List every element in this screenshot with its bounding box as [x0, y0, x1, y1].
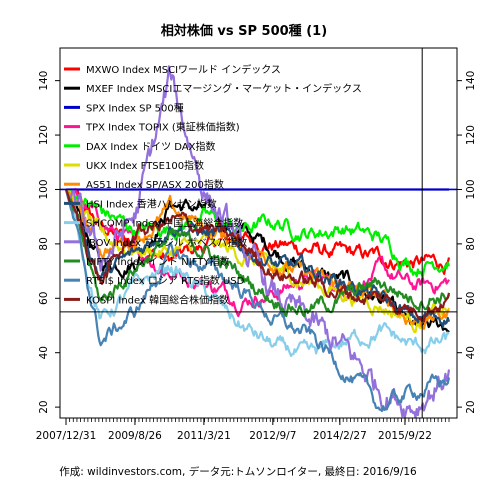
plot-border [59, 47, 458, 419]
y-tick-label-left-140: 140 [38, 71, 50, 91]
chart-title: 相対株価 vs SP 500種 (1) [161, 23, 327, 39]
y-tick-label-right-60: 60 [465, 292, 477, 305]
legend-label-shcomp: SHCOMP Index 中国上海総合指数 [86, 217, 243, 230]
legend-label-mxef: MXEF Index MSCIエマージング・マーケット・インデックス [86, 82, 362, 95]
y-tick-label-left-100: 100 [38, 179, 50, 199]
y-tick-label-left-120: 120 [38, 125, 50, 145]
legend-label-ibov: IBOV Index ブラジル ボベスパ指数 [86, 236, 247, 249]
legend-label-mxwo: MXWO Index MSCIワールド インデックス [86, 63, 281, 76]
x-tick-label: 2007/12/31 [36, 430, 97, 442]
x-tick-label: 2009/8/26 [108, 430, 162, 442]
legend-label-spx: SPX Index SP 500種 [86, 101, 184, 114]
series-line-kospi [64, 189, 451, 323]
y-tick-label-right-80: 80 [465, 237, 477, 250]
series-line-dax [65, 188, 451, 278]
y-tick-label-right-120: 120 [465, 125, 477, 145]
series-lines [64, 65, 451, 419]
legend-label-hsi: HSI Index 香港ハンセン指数 [86, 197, 217, 210]
y-tick-label-left-20: 20 [38, 400, 50, 413]
y-tick-label-right-100: 100 [465, 179, 477, 199]
x-axis: 2007/12/31 2009/8/26 2011/3/21 2012/9/7 2014… [36, 418, 450, 442]
series-line-rtsi [64, 189, 451, 413]
legend-label-as51: AS51 Index SP/ASX 200指数 [86, 178, 224, 191]
x-tick-label: 2012/9/7 [249, 430, 296, 442]
x-tick-label: 2011/3/21 [177, 430, 231, 442]
legend-label-tpx: TPX Index TOPIX (東証株価指数) [85, 121, 240, 134]
chart-caption: 作成: wildinvestors.com, データ元:トムソンロイター, 最終… [59, 465, 417, 478]
series-line-nifty [64, 189, 451, 318]
legend-label-dax: DAX Index ドイツ DAX指数 [86, 140, 216, 153]
x-tick-label: 2014/2/27 [313, 430, 367, 442]
x-tick-label: 2015/9/22 [378, 430, 432, 442]
y-tick-label-left-60: 60 [38, 292, 50, 305]
y-axis-left: 20 40 60 80 100 120 140 [38, 71, 60, 414]
reference-lines [60, 48, 457, 418]
series-line-mxwo [65, 188, 451, 275]
legend-label-ukx: UKX Index FTSE100指数 [86, 159, 204, 172]
series-line-tpx [65, 187, 450, 318]
series-line-shcomp [64, 189, 450, 358]
y-tick-label-left-40: 40 [38, 346, 50, 359]
legend-label-kospi: KOSPI Index 韓国総合株価指数 [86, 293, 229, 306]
y-tick-label-right-40: 40 [465, 346, 477, 359]
y-tick-label-left-80: 80 [38, 237, 50, 250]
legend: MXWO Index MSCIワールド インデックス MXEF Index MSC… [64, 63, 362, 306]
y-axis-right: 20 40 60 80 100 120 140 [457, 71, 477, 414]
legend-label-rtsi: RTSI$ Index ロシア RTS指数 USD [86, 274, 245, 287]
legend-label-nifty: NIFTY Index インド NIFTY指数 [86, 255, 230, 268]
y-tick-label-right-140: 140 [465, 71, 477, 91]
plot-frame [59, 47, 458, 419]
y-tick-label-right-20: 20 [465, 400, 477, 413]
